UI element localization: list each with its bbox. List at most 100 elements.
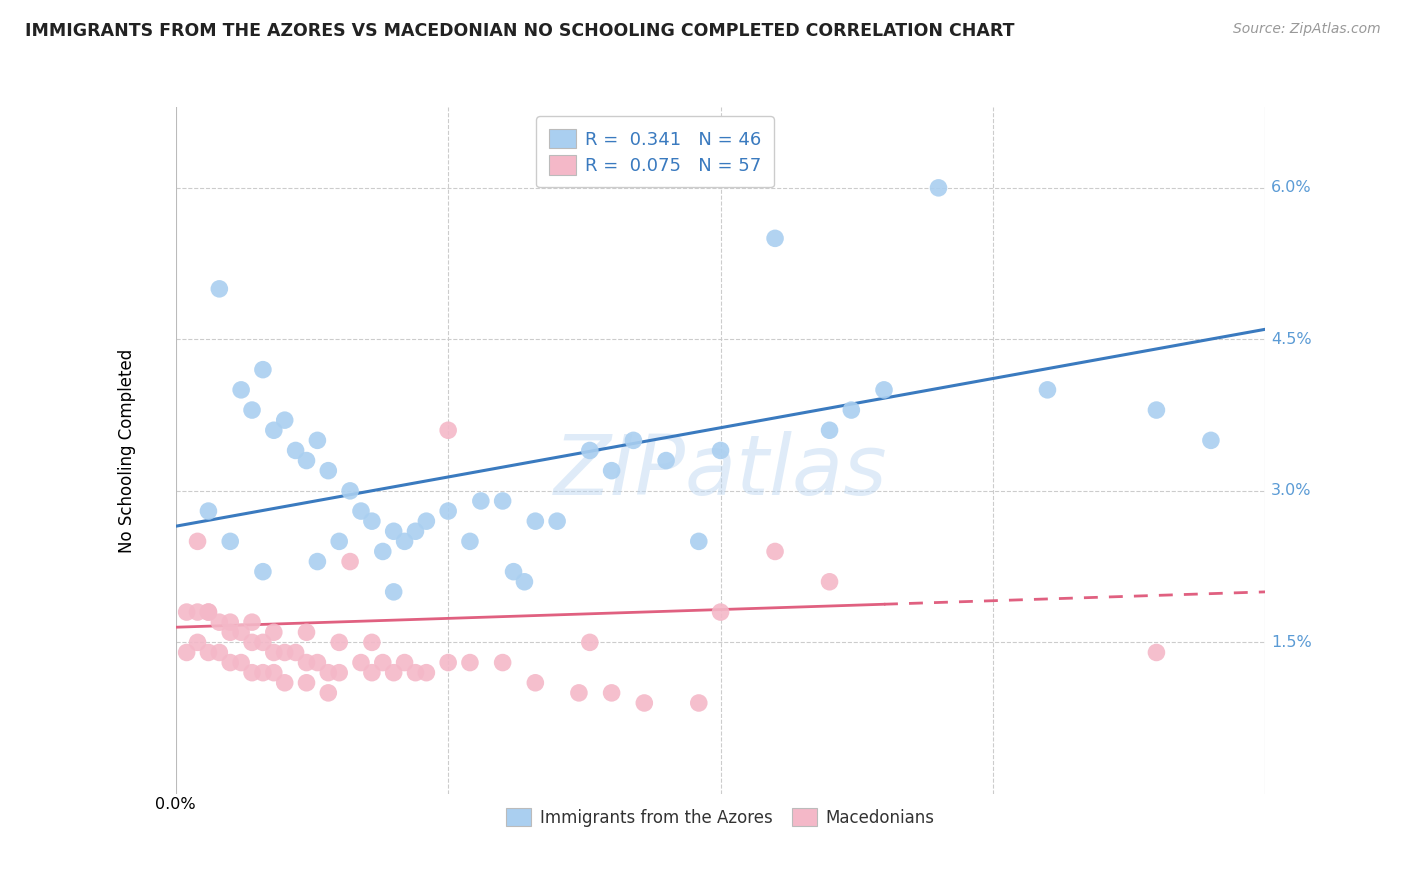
Point (360, 514, 382, 528)
Point (328, 635, 350, 649)
Point (252, 635, 274, 649)
Point (219, 534, 242, 549)
Point (818, 423, 841, 437)
Text: 6.0%: 6.0% (1271, 180, 1312, 195)
Point (339, 483, 361, 498)
Point (382, 524, 405, 539)
Point (1199, 434, 1222, 448)
Point (873, 383, 896, 397)
Point (1144, 645, 1167, 659)
Point (186, 605, 209, 619)
Point (274, 413, 297, 427)
Point (371, 544, 394, 558)
Point (208, 645, 231, 659)
Point (1144, 403, 1167, 417)
Point (263, 645, 285, 659)
Text: Source: ZipAtlas.com: Source: ZipAtlas.com (1233, 22, 1381, 37)
Point (437, 656, 460, 670)
Point (360, 665, 382, 680)
Point (841, 403, 863, 417)
Point (688, 534, 710, 549)
Point (219, 625, 242, 640)
Point (371, 656, 394, 670)
Point (240, 635, 263, 649)
Point (307, 434, 329, 448)
Point (318, 464, 340, 478)
Legend: Immigrants from the Azores, Macedonians: Immigrants from the Azores, Macedonians (499, 802, 942, 834)
Text: No Schooling Completed: No Schooling Completed (118, 349, 136, 552)
Point (600, 464, 623, 478)
Point (231, 656, 253, 670)
Text: 4.5%: 4.5% (1271, 332, 1312, 347)
Point (176, 605, 198, 619)
Point (710, 605, 733, 619)
Point (579, 443, 602, 458)
Point (197, 504, 219, 518)
Point (252, 665, 274, 680)
Point (360, 635, 382, 649)
Point (382, 585, 405, 599)
Point (339, 555, 361, 569)
Point (818, 574, 841, 589)
Point (394, 656, 416, 670)
Point (405, 524, 427, 539)
Point (405, 665, 427, 680)
Point (492, 656, 515, 670)
Point (710, 443, 733, 458)
Point (240, 403, 263, 417)
Point (307, 656, 329, 670)
Point (458, 534, 481, 549)
Point (231, 625, 253, 640)
Point (1036, 383, 1059, 397)
Point (546, 514, 568, 528)
Point (437, 504, 460, 518)
Point (458, 656, 481, 670)
Point (307, 555, 329, 569)
Point (284, 645, 307, 659)
Point (763, 544, 786, 558)
Point (219, 656, 242, 670)
Point (176, 645, 198, 659)
Point (328, 534, 350, 549)
Point (350, 656, 373, 670)
Point (688, 696, 710, 710)
Point (197, 605, 219, 619)
Point (415, 514, 437, 528)
Point (350, 504, 373, 518)
Point (524, 675, 547, 690)
Point (186, 534, 209, 549)
Point (621, 434, 644, 448)
Text: IMMIGRANTS FROM THE AZORES VS MACEDONIAN NO SCHOOLING COMPLETED CORRELATION CHAR: IMMIGRANTS FROM THE AZORES VS MACEDONIAN… (25, 22, 1015, 40)
Point (263, 665, 285, 680)
Point (197, 645, 219, 659)
Text: 1.5%: 1.5% (1271, 635, 1312, 650)
Point (470, 494, 492, 508)
Point (263, 423, 285, 437)
Point (219, 615, 242, 630)
Point (263, 625, 285, 640)
Point (274, 645, 297, 659)
Point (568, 686, 591, 700)
Point (579, 635, 602, 649)
Point (284, 443, 307, 458)
Point (394, 534, 416, 549)
Point (502, 565, 524, 579)
Point (252, 565, 274, 579)
Point (763, 231, 786, 245)
Point (633, 696, 655, 710)
Point (415, 665, 437, 680)
Point (295, 675, 318, 690)
Point (295, 453, 318, 467)
Point (600, 686, 623, 700)
Text: 3.0%: 3.0% (1271, 483, 1312, 499)
Point (437, 423, 460, 437)
Text: 0.0%: 0.0% (156, 797, 195, 812)
Point (513, 574, 536, 589)
Point (524, 514, 547, 528)
Point (318, 665, 340, 680)
Point (928, 181, 950, 195)
Point (492, 494, 515, 508)
Point (208, 615, 231, 630)
Point (252, 362, 274, 376)
Point (186, 635, 209, 649)
